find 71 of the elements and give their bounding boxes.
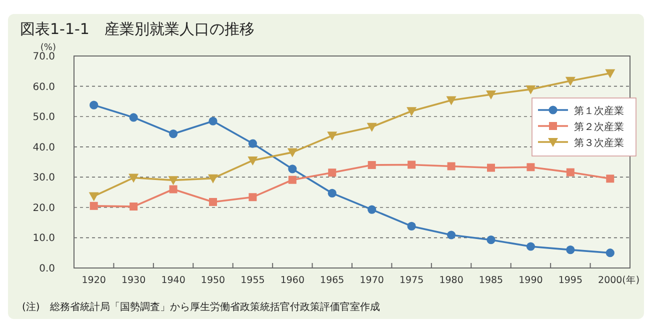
legend-label: 第１次産業 xyxy=(574,105,624,117)
point xyxy=(407,222,416,231)
point xyxy=(366,122,377,132)
point xyxy=(446,96,456,106)
point xyxy=(327,132,338,141)
x-tick-label: 1975 xyxy=(399,275,424,286)
point xyxy=(526,85,536,94)
y-axis-title: (%) xyxy=(40,43,56,53)
point xyxy=(287,148,298,158)
x-tick-label: 1940 xyxy=(161,275,186,286)
point xyxy=(486,236,496,244)
point xyxy=(90,100,98,110)
point xyxy=(368,161,376,170)
y-tick-label: 40.0 xyxy=(32,142,55,154)
point xyxy=(408,160,416,169)
point xyxy=(130,202,138,211)
point xyxy=(288,164,297,174)
y-tick-label: 50.0 xyxy=(32,112,55,124)
x-tick-label: 1960 xyxy=(280,275,305,286)
chart-title: 図表1-1-1 産業別就業人口の推移 xyxy=(20,20,254,38)
y-tick-label: 30.0 xyxy=(32,172,55,184)
point xyxy=(406,107,417,116)
x-tick-label: 1920 xyxy=(82,275,106,286)
y-tick-label: 10.0 xyxy=(32,233,55,244)
point xyxy=(328,168,336,177)
x-tick-label: 1990 xyxy=(518,275,543,286)
x-axis-title: (年) xyxy=(622,274,640,286)
point xyxy=(486,90,496,100)
point xyxy=(606,174,614,183)
x-tick-label: 1980 xyxy=(439,275,464,286)
legend-label: 第２次産業 xyxy=(574,121,624,133)
point xyxy=(487,164,495,172)
point xyxy=(168,176,178,186)
x-tick-label: 1930 xyxy=(121,275,146,286)
point xyxy=(526,242,536,251)
point xyxy=(248,193,257,202)
point xyxy=(128,174,139,183)
legend-label: 第３次産業 xyxy=(574,137,624,149)
point xyxy=(605,69,616,78)
point xyxy=(328,188,336,198)
x-tick-label: 1970 xyxy=(360,275,384,286)
point xyxy=(90,202,98,210)
y-tick-label: 0.0 xyxy=(39,264,55,274)
y-tick-label: 70.0 xyxy=(32,52,55,62)
x-tick-label: 1965 xyxy=(320,275,344,286)
point xyxy=(288,176,296,184)
point xyxy=(129,113,138,122)
point xyxy=(606,248,614,258)
point xyxy=(526,163,535,172)
x-tick-label: 1995 xyxy=(558,275,583,286)
x-tick-label: 1955 xyxy=(240,275,265,286)
point xyxy=(368,205,376,214)
point xyxy=(447,162,456,170)
x-tick-label: 1985 xyxy=(478,275,504,286)
point xyxy=(168,130,178,138)
point xyxy=(566,246,575,254)
point xyxy=(565,76,576,86)
point xyxy=(209,198,217,206)
point xyxy=(208,174,218,184)
text: (注) 総務省統計局「国勢調査」から厚生労働省政策統括官付政策評価官室作成 xyxy=(22,301,380,313)
point xyxy=(169,185,178,194)
x-tick-label: 2000 xyxy=(598,275,622,286)
point xyxy=(566,168,574,176)
point xyxy=(248,156,258,166)
y-tick-label: 20.0 xyxy=(32,202,55,214)
point xyxy=(88,192,99,202)
x-tick-label: 1950 xyxy=(200,275,226,286)
y-tick-label: 60.0 xyxy=(32,82,55,93)
point xyxy=(248,139,258,148)
point xyxy=(446,230,456,240)
point xyxy=(208,116,218,126)
